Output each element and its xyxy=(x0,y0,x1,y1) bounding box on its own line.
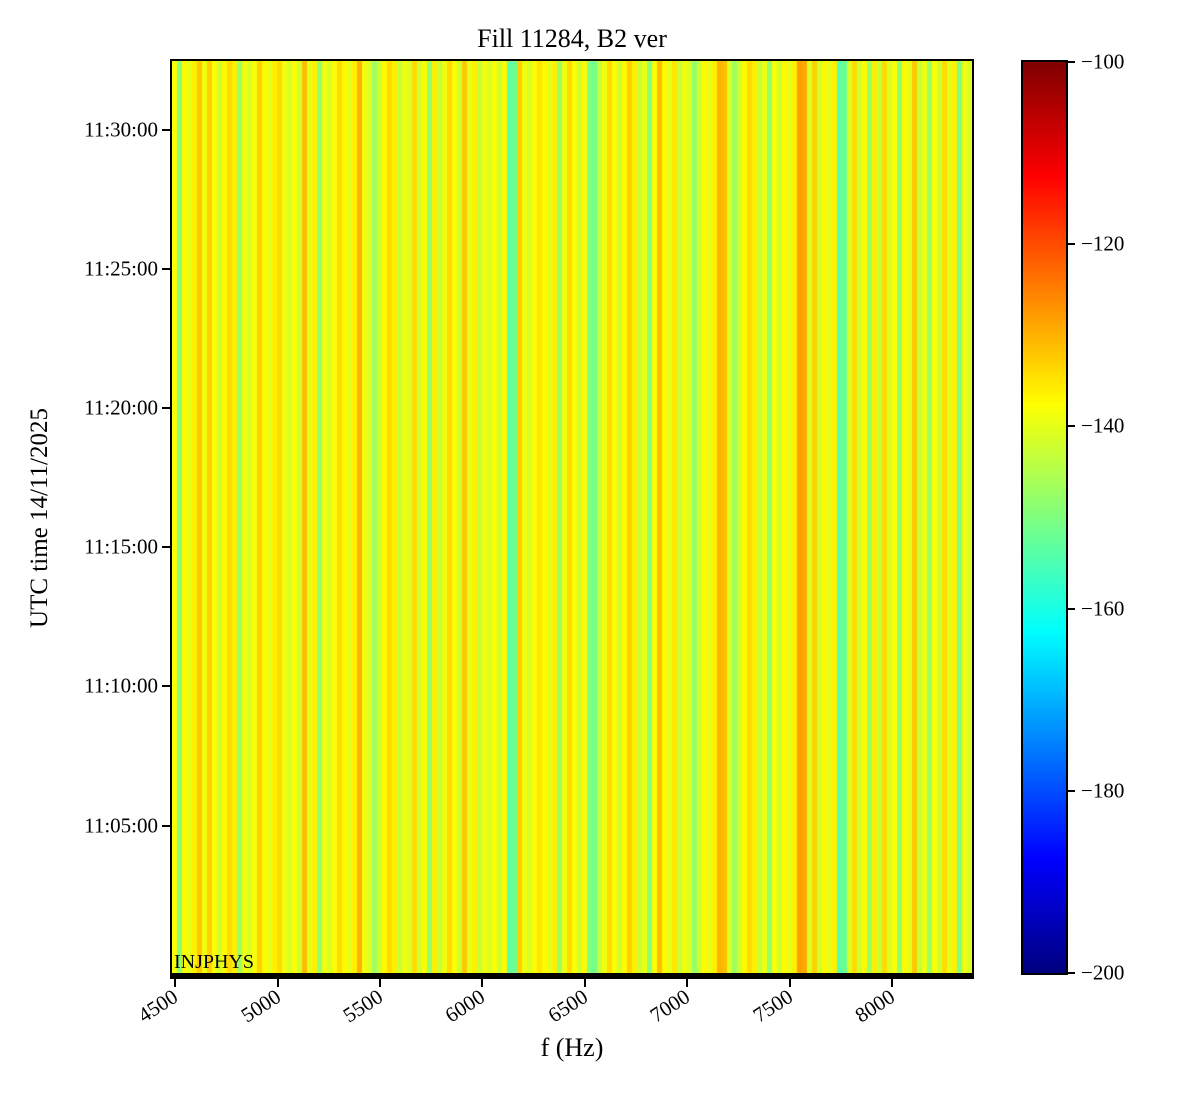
plot-title: Fill 11284, B2 ver xyxy=(477,24,667,53)
x-tick-mark xyxy=(686,979,689,987)
x-tick-mark xyxy=(378,979,381,987)
colorbar-tick-mark xyxy=(1068,425,1075,428)
y-tick-label: 11:25:00 xyxy=(84,256,158,281)
y-tick-mark xyxy=(162,129,170,132)
colorbar-tick-mark xyxy=(1068,61,1075,63)
x-tick-label: 6000 xyxy=(441,984,490,1028)
x-tick-label: 8000 xyxy=(850,984,900,1028)
spectrogram-plot-area xyxy=(170,59,974,979)
x-tick-mark xyxy=(583,979,586,987)
y-tick-mark xyxy=(162,268,170,271)
x-tick-mark xyxy=(174,979,177,987)
colorbar-tick-label: −140 xyxy=(1081,413,1125,438)
colorbar-tick-label: −100 xyxy=(1081,49,1125,74)
y-tick-label: 11:30:00 xyxy=(84,117,158,142)
colorbar-tick-mark xyxy=(1068,972,1075,974)
y-tick-label: 11:05:00 xyxy=(84,813,158,838)
colorbar-tick-mark xyxy=(1068,789,1075,792)
x-tick-mark xyxy=(788,979,791,987)
y-tick-label: 11:20:00 xyxy=(84,395,158,420)
x-tick-mark xyxy=(481,979,484,987)
x-tick-mark xyxy=(276,979,279,987)
colorbar-tick-label: −180 xyxy=(1081,778,1125,803)
x-tick-label: 4500 xyxy=(133,984,183,1028)
colorbar-tick-label: −160 xyxy=(1081,596,1125,621)
colorbar-tick-mark xyxy=(1068,607,1075,610)
colorbar-gradient xyxy=(1023,62,1066,973)
colorbar-tick-mark xyxy=(1068,243,1075,246)
x-tick-label: 7500 xyxy=(748,984,797,1028)
y-tick-mark xyxy=(162,407,170,410)
y-tick-label: 11:10:00 xyxy=(84,673,158,698)
x-tick-label: 7000 xyxy=(645,984,695,1028)
y-tick-mark xyxy=(162,685,170,688)
colorbar xyxy=(1021,60,1068,975)
x-tick-label: 6500 xyxy=(543,984,592,1028)
injphys-annotation: INJPHYS xyxy=(174,951,255,973)
y-tick-mark xyxy=(162,546,170,549)
x-tick-mark xyxy=(891,979,894,987)
y-axis-label: UTC time 14/11/2025 xyxy=(26,408,53,628)
y-tick-label: 11:15:00 xyxy=(84,534,158,559)
spectrogram-canvas xyxy=(172,61,972,973)
x-tick-label: 5000 xyxy=(236,984,285,1028)
y-tick-mark xyxy=(162,824,170,827)
x-axis-label: f (Hz) xyxy=(540,1033,604,1062)
colorbar-tick-label: −120 xyxy=(1081,231,1125,256)
x-tick-label: 5500 xyxy=(338,984,387,1028)
colorbar-tick-label: −200 xyxy=(1081,960,1125,985)
